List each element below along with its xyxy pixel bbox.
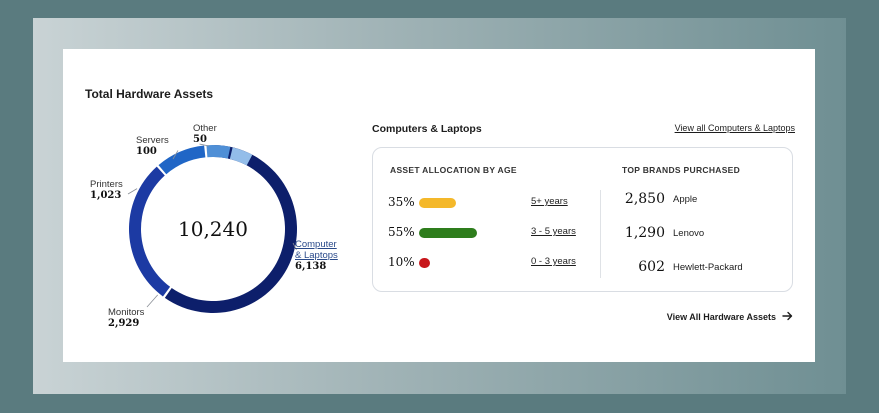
- arrow-right-icon: [782, 311, 793, 323]
- leader-monitors: [146, 294, 159, 308]
- view-all-computers-link[interactable]: View all Computers & Laptops: [674, 123, 795, 133]
- age-bar: [419, 258, 430, 268]
- computers-panel: ASSET ALLOCATION BY AGE TOP BRANDS PURCH…: [372, 147, 793, 292]
- card-title: Total Hardware Assets: [85, 87, 214, 101]
- brand-name: Apple: [673, 194, 698, 205]
- value-monitors: 2,929: [108, 318, 140, 329]
- brand-row: 1,290 Lenovo: [608, 225, 788, 243]
- value-computers: 6,138: [295, 261, 327, 272]
- brand-name: Lenovo: [673, 228, 705, 239]
- slice-printers: [158, 145, 206, 175]
- label-monitors: Monitors: [108, 307, 145, 318]
- brands-heading: TOP BRANDS PURCHASED: [622, 165, 741, 175]
- donut-chart: 10,240 Other 50 Servers 100 Printers 1,0…: [63, 49, 363, 362]
- age-link-5plus[interactable]: 5+ years: [531, 196, 568, 207]
- brand-count: 1,290: [624, 225, 665, 241]
- slice-computers: [164, 145, 297, 313]
- age-percent: 10%: [388, 255, 415, 269]
- panel-divider: [600, 190, 601, 278]
- age-percent: 55%: [388, 225, 415, 239]
- allocation-heading: ASSET ALLOCATION BY AGE: [390, 165, 517, 175]
- leader-other: [199, 143, 210, 147]
- brand-count: 2,850: [624, 191, 665, 207]
- brand-count: 602: [638, 259, 665, 275]
- value-other: 50: [193, 134, 207, 145]
- age-bar: [419, 198, 456, 208]
- label-computers-link[interactable]: Computer & Laptops: [295, 239, 338, 261]
- value-servers: 100: [136, 146, 157, 157]
- age-row: 10% 0 - 3 years: [388, 255, 588, 271]
- view-all-hardware-label: View All Hardware Assets: [666, 312, 776, 322]
- label-other: Other: [193, 123, 217, 134]
- leader-servers: [172, 150, 179, 160]
- value-printers: 1,023: [90, 190, 122, 201]
- brand-row: 602 Hewlett-Packard: [608, 259, 788, 277]
- view-all-hardware-button[interactable]: View All Hardware Assets: [667, 311, 793, 323]
- hardware-assets-card: Total Hardware Assets 10,240 Other 50 Se…: [63, 49, 815, 362]
- leader-printers: [127, 188, 138, 195]
- age-bar: [419, 228, 477, 238]
- age-link-3-5[interactable]: 3 - 5 years: [531, 226, 576, 237]
- age-row: 55% 3 - 5 years: [388, 225, 588, 241]
- slice-other: [229, 147, 253, 166]
- leader-computers: [292, 242, 297, 250]
- slice-monitors: [129, 166, 171, 297]
- section-title: Computers & Laptops: [372, 123, 482, 135]
- brand-row: 2,850 Apple: [608, 191, 788, 209]
- brand-name: Hewlett-Packard: [673, 262, 743, 273]
- donut-svg: [127, 143, 297, 313]
- age-row: 35% 5+ years: [388, 195, 588, 211]
- total-count: 10,240: [178, 217, 248, 241]
- label-printers: Printers: [90, 179, 123, 190]
- label-servers: Servers: [136, 135, 169, 146]
- slice-servers: [206, 145, 231, 159]
- age-link-0-3[interactable]: 0 - 3 years: [531, 256, 576, 267]
- age-percent: 35%: [388, 195, 415, 209]
